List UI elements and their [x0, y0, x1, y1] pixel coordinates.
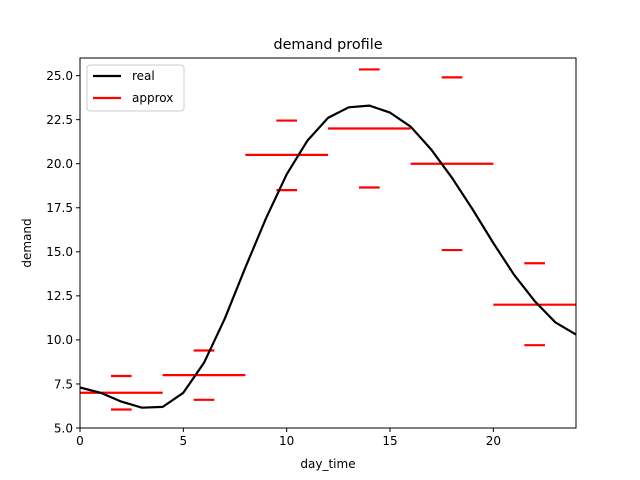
x-tick-label: 20: [486, 434, 501, 448]
x-tick-label: 15: [382, 434, 397, 448]
y-tick-label: 25.0: [46, 69, 73, 83]
y-tick-label: 17.5: [46, 201, 73, 215]
y-tick-label: 7.5: [54, 377, 73, 391]
x-tick-label: 0: [76, 434, 84, 448]
x-tick-label: 10: [279, 434, 294, 448]
chart-title: demand profile: [273, 37, 382, 53]
y-tick-label: 15.0: [46, 245, 73, 259]
x-axis: 0 5 10 15 20: [76, 428, 501, 448]
plot-data: [79, 68, 577, 411]
legend-label-real: real: [132, 69, 155, 83]
y-tick-label: 12.5: [46, 289, 73, 303]
legend-label-approx: approx: [132, 91, 173, 105]
y-tick-label: 22.5: [46, 113, 73, 127]
plot-frame: [79, 57, 577, 429]
x-tick-label: 5: [180, 434, 188, 448]
legend: real approx: [86, 64, 185, 112]
y-axis: 5.0 7.5 10.0 12.5 15.0 17.5 20.0 22.5 25.0: [46, 69, 80, 435]
y-axis-label: demand: [20, 218, 34, 267]
y-tick-label: 10.0: [46, 333, 73, 347]
real-line: [79, 104, 577, 409]
y-tick-label: 5.0: [54, 421, 73, 435]
y-tick-label: 20.0: [46, 157, 73, 171]
x-axis-label: day_time: [300, 457, 355, 471]
